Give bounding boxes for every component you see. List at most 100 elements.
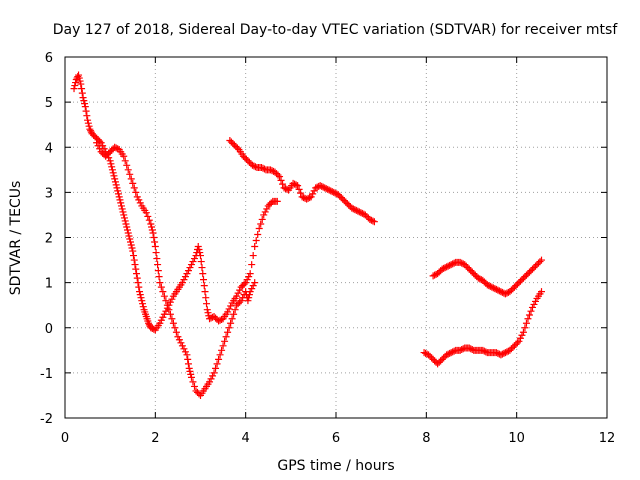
data-point — [363, 212, 371, 220]
data-point — [210, 369, 218, 377]
data-point — [156, 319, 164, 327]
data-point — [515, 279, 523, 287]
data-point — [197, 252, 204, 260]
data-point — [507, 345, 515, 353]
data-point — [114, 187, 122, 195]
data-point — [245, 291, 253, 299]
data-point — [318, 182, 326, 190]
data-point — [240, 280, 248, 288]
data-point — [216, 351, 224, 359]
data-point — [538, 288, 546, 296]
data-point — [524, 270, 532, 278]
data-point — [118, 205, 126, 213]
data-point — [304, 194, 312, 202]
data-point — [71, 82, 79, 90]
data-point — [280, 184, 288, 192]
data-point — [282, 185, 290, 193]
data-point — [210, 312, 218, 320]
data-point — [149, 229, 157, 237]
data-point — [527, 307, 535, 315]
data-point — [96, 145, 104, 153]
data-point — [108, 146, 116, 154]
data-point — [492, 285, 500, 293]
data-point — [251, 243, 259, 251]
data-point — [528, 265, 536, 273]
data-point — [298, 193, 306, 201]
data-point — [218, 315, 226, 323]
data-point — [195, 246, 203, 254]
data-point — [200, 276, 208, 284]
data-point — [215, 317, 223, 325]
data-point — [438, 355, 446, 363]
y-tick-label: 1 — [45, 277, 53, 292]
data-point — [485, 282, 493, 290]
data-point — [230, 141, 238, 149]
data-point — [319, 183, 327, 191]
data-point — [157, 316, 165, 324]
data-point — [190, 382, 198, 390]
data-point — [103, 151, 111, 159]
data-point — [180, 345, 188, 353]
data-point — [212, 364, 220, 372]
data-point — [227, 319, 235, 327]
data-point — [447, 261, 455, 269]
data-point — [509, 343, 517, 351]
data-point — [249, 252, 257, 260]
data-point — [251, 279, 259, 287]
data-point — [479, 346, 487, 354]
data-point — [212, 314, 220, 322]
data-point — [128, 244, 136, 252]
data-point — [136, 291, 144, 299]
data-point — [528, 303, 536, 311]
data-point — [465, 265, 473, 273]
data-point — [175, 336, 183, 344]
data-point — [257, 220, 265, 228]
data-point — [227, 138, 235, 146]
data-point — [237, 297, 245, 305]
data-point — [422, 349, 430, 357]
data-point — [200, 282, 208, 290]
data-point — [497, 288, 505, 296]
data-point — [498, 288, 506, 296]
data-point — [461, 261, 469, 269]
data-point — [113, 184, 121, 192]
data-point — [441, 264, 449, 272]
data-point — [310, 187, 318, 195]
data-point — [465, 344, 473, 352]
data-point — [206, 378, 214, 386]
data-point — [186, 264, 194, 272]
y-tick-label: 4 — [45, 141, 53, 156]
data-point — [276, 173, 284, 181]
data-point — [440, 354, 448, 362]
data-point — [257, 164, 265, 172]
data-point — [202, 294, 210, 302]
data-point — [86, 125, 94, 133]
data-point — [446, 349, 454, 357]
data-point — [148, 223, 156, 231]
data-point — [132, 265, 140, 273]
data-point — [130, 184, 138, 192]
data-point — [174, 333, 182, 341]
data-point — [119, 208, 127, 216]
data-point — [306, 194, 314, 202]
data-point — [516, 334, 524, 342]
data-point — [133, 193, 141, 201]
data-point — [196, 249, 204, 257]
y-axis-label: SDTVAR / TECUs — [8, 181, 24, 296]
data-point — [312, 184, 320, 192]
x-tick-label: 10 — [508, 431, 525, 446]
data-point — [81, 103, 89, 111]
data-point — [169, 319, 177, 327]
data-point — [348, 204, 356, 212]
data-point — [162, 307, 170, 315]
data-point — [114, 145, 122, 153]
data-point — [250, 162, 258, 170]
data-point — [178, 342, 186, 350]
data-point — [75, 74, 83, 82]
data-point — [522, 319, 530, 327]
data-point — [150, 325, 158, 333]
data-point — [183, 270, 191, 278]
data-point — [137, 294, 145, 302]
data-point — [135, 283, 143, 291]
